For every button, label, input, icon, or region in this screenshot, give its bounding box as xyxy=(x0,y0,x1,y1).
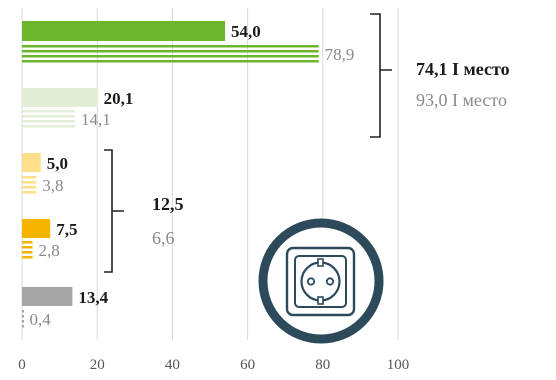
group-top-value: 74,1 I место xyxy=(416,59,510,79)
comparison-stripe xyxy=(22,310,24,313)
bars xyxy=(22,21,319,328)
comparison-stripe xyxy=(22,181,37,184)
x-tick-label: 20 xyxy=(90,357,105,373)
x-tick-label: 60 xyxy=(240,357,255,373)
value-label: 20,1 xyxy=(104,89,134,108)
comparison-stripe xyxy=(22,125,76,128)
group-middle-value: 12,5 xyxy=(152,194,184,214)
bar xyxy=(22,21,226,41)
x-tick-label: 80 xyxy=(315,357,330,373)
x-tick-label: 0 xyxy=(18,357,26,373)
value-label: 13,4 xyxy=(78,288,108,307)
bar xyxy=(22,88,98,107)
comparison-label: 3,8 xyxy=(42,176,63,195)
value-label: 7,5 xyxy=(56,220,77,239)
bar xyxy=(22,287,73,306)
bar xyxy=(22,153,41,172)
comparison-stripe xyxy=(22,50,319,53)
comparison-stripe xyxy=(22,251,33,254)
comparison-stripe xyxy=(22,115,76,118)
bar xyxy=(22,219,51,238)
comparison-stripe xyxy=(22,256,33,259)
power-socket-icon xyxy=(258,218,384,344)
comparison-stripe xyxy=(22,120,76,123)
bracket-middle xyxy=(104,149,124,273)
group-top-compare: 93,0 I место xyxy=(416,90,507,110)
comparison-stripe xyxy=(22,191,37,194)
comparison-stripe xyxy=(22,186,37,189)
value-label: 54,0 xyxy=(231,22,261,41)
comparison-stripe xyxy=(22,315,24,318)
grid-lines xyxy=(21,8,399,340)
group-middle-compare: 6,6 xyxy=(152,228,175,248)
bracket-top xyxy=(370,13,392,138)
x-axis-ticks: 0 20 40 60 80 100 xyxy=(18,357,409,373)
comparison-stripe xyxy=(22,241,33,244)
comparison-stripe xyxy=(22,45,319,48)
group-brackets: 12,5 6,6 74,1 I место 93,0 I место xyxy=(104,13,510,273)
comparison-label: 2,8 xyxy=(39,241,60,260)
comparison-stripe xyxy=(22,320,24,323)
comparison-stripe xyxy=(22,246,33,249)
comparison-stripe xyxy=(22,55,319,58)
data-labels: 54,0 78,9 20,1 14,1 5,0 3,8 7,5 2,8 13,4 0,4 xyxy=(30,22,355,329)
comparison-label: 14,1 xyxy=(81,110,111,129)
comparison-label: 0,4 xyxy=(30,310,52,329)
comparison-stripe xyxy=(22,60,319,63)
comparison-label: 78,9 xyxy=(325,45,355,64)
x-tick-label: 40 xyxy=(165,357,180,373)
value-label: 5,0 xyxy=(47,154,68,173)
x-tick-label: 100 xyxy=(387,357,410,373)
comparison-stripe xyxy=(22,325,24,328)
comparison-stripe xyxy=(22,176,37,179)
comparison-stripe xyxy=(22,110,76,113)
